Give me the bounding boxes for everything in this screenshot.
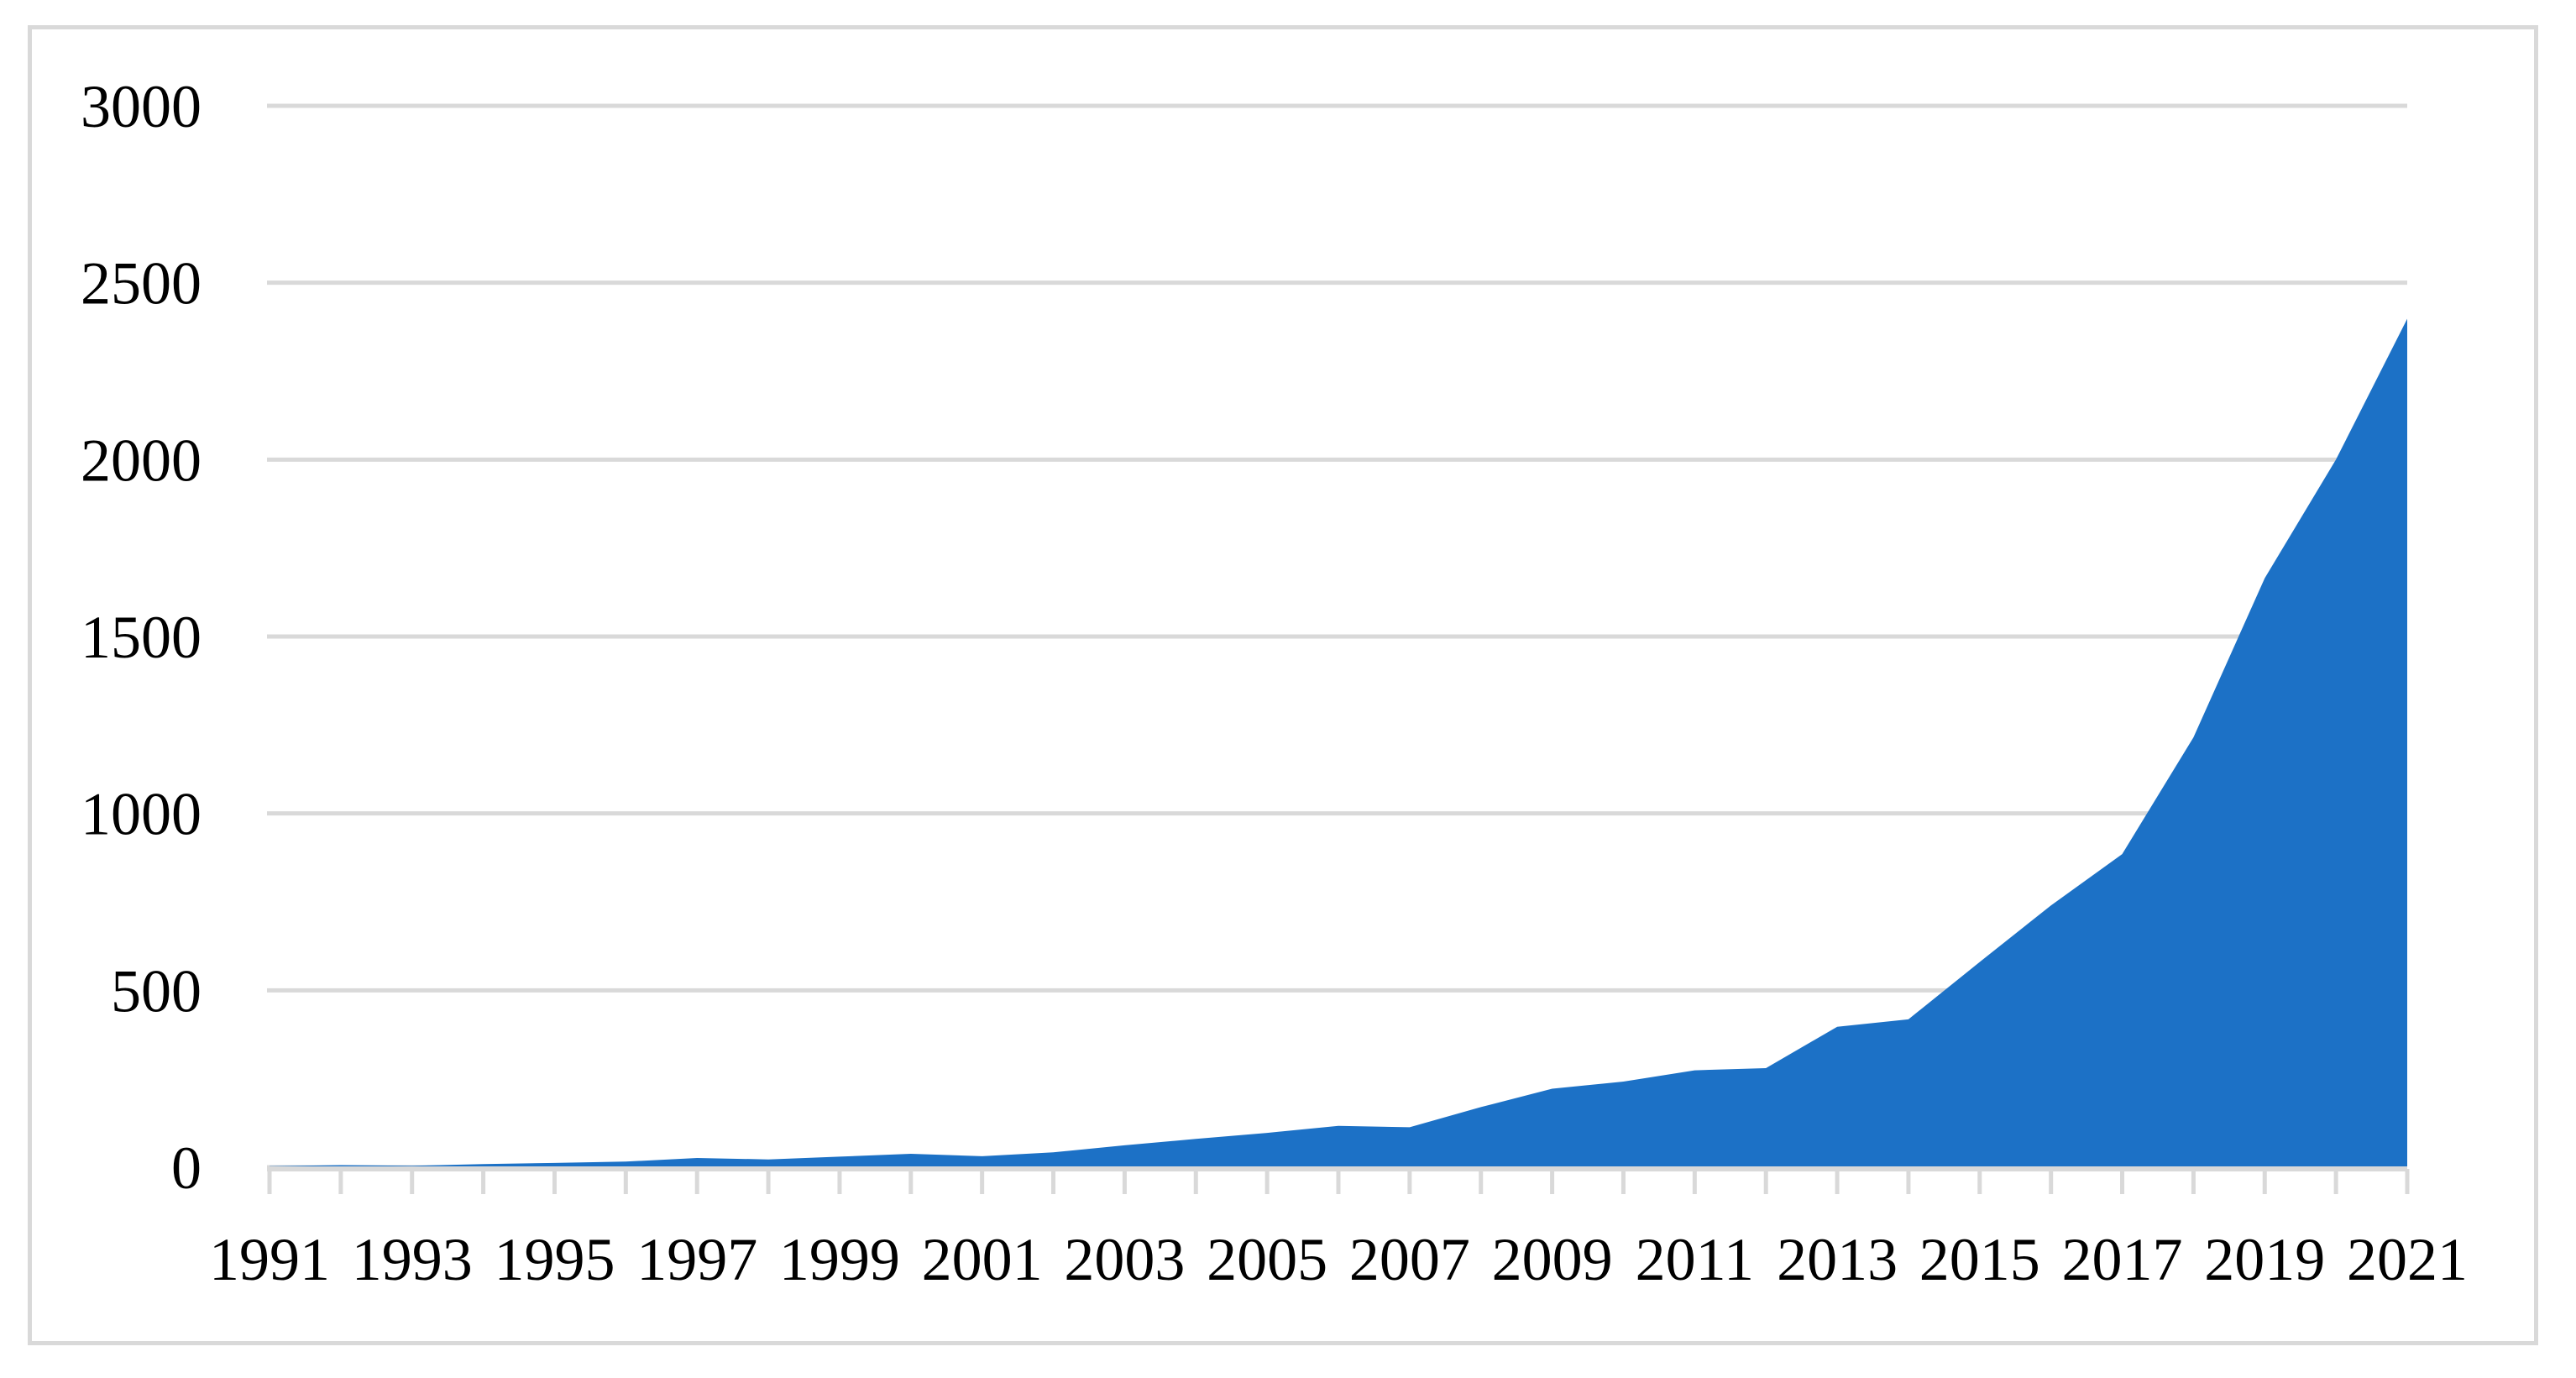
x-axis-label-1993: 1993 bbox=[352, 1226, 473, 1293]
publications-area-shape bbox=[270, 318, 2407, 1168]
x-axis-label-1997: 1997 bbox=[636, 1226, 757, 1293]
y-axis-labels: 0 500 1000 1500 2000 2500 3000 bbox=[81, 73, 202, 1202]
y-axis-label-0: 0 bbox=[171, 1134, 202, 1202]
y-axis-label-1000: 1000 bbox=[81, 781, 202, 848]
x-axis-label-2005: 2005 bbox=[1207, 1226, 1327, 1293]
x-axis-label-2001: 2001 bbox=[922, 1226, 1043, 1293]
x-axis-label-1999: 1999 bbox=[779, 1226, 900, 1293]
x-axis-label-2015: 2015 bbox=[1919, 1226, 2040, 1293]
x-axis-label-1995: 1995 bbox=[494, 1226, 615, 1293]
y-axis-label-1500: 1500 bbox=[81, 604, 202, 671]
x-axis-label-2017: 2017 bbox=[2062, 1226, 2183, 1293]
area-series bbox=[270, 318, 2407, 1168]
y-axis-label-500: 500 bbox=[111, 957, 202, 1024]
x-axis-label-2003: 2003 bbox=[1064, 1226, 1185, 1293]
x-axis-tick-marks bbox=[267, 1169, 2410, 1194]
x-axis-label-2013: 2013 bbox=[1777, 1226, 1898, 1293]
x-axis-labels: 1991 1993 1995 1997 1999 2001 2003 2005 2007 2009… bbox=[209, 1226, 2468, 1293]
x-axis-label-1991: 1991 bbox=[209, 1226, 330, 1293]
x-axis-label-2019: 2019 bbox=[2204, 1226, 2325, 1293]
y-axis-label-2000: 2000 bbox=[81, 427, 202, 494]
x-axis-label-2021: 2021 bbox=[2347, 1226, 2468, 1293]
x-axis-label-2007: 2007 bbox=[1349, 1226, 1470, 1293]
x-axis-label-2011: 2011 bbox=[1636, 1226, 1754, 1293]
y-axis-label-3000: 3000 bbox=[81, 73, 202, 140]
y-axis-label-2500: 2500 bbox=[81, 250, 202, 317]
x-axis-label-2009: 2009 bbox=[1492, 1226, 1613, 1293]
